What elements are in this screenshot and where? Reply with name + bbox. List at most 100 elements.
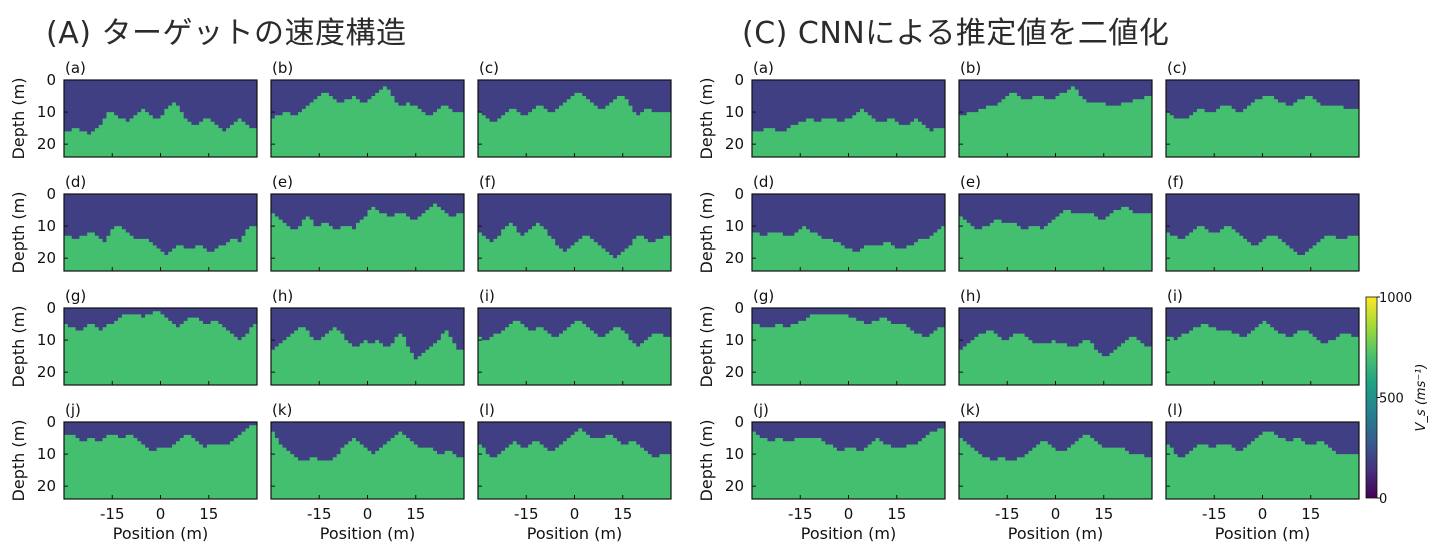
- lower-layer: [959, 330, 1152, 385]
- panel-label: (b): [960, 59, 981, 77]
- x-tick-label: 15: [1094, 505, 1113, 523]
- x-tick-label: 0: [1258, 505, 1268, 523]
- colorbar-gradient: [1365, 296, 1378, 499]
- panel-label: (c): [479, 59, 499, 77]
- lower-layer: [271, 431, 464, 499]
- x-tick-label: -15: [514, 505, 539, 523]
- lower-layer: [271, 86, 464, 157]
- y-tick-label: 20: [37, 135, 56, 153]
- y-tick-label: 10: [37, 217, 56, 235]
- lower-layer: [64, 425, 257, 499]
- y-axis-label: Depth (m): [9, 78, 28, 160]
- panel-a-j: (j) 0 10 20 -15 0 15 Depth (m) Position (m): [9, 401, 258, 543]
- panel-label: (b): [272, 59, 293, 77]
- lower-layer: [1166, 96, 1359, 157]
- panel-a-e: (e): [270, 173, 465, 272]
- y-tick-label: 0: [46, 71, 56, 89]
- x-axis-label: Position (m): [320, 524, 415, 543]
- x-axis-label: Position (m): [527, 524, 622, 543]
- y-tick-label: 0: [46, 299, 56, 317]
- panel-label: (a): [65, 59, 86, 77]
- y-tick-label: 20: [37, 477, 56, 495]
- panel-label: (c): [1167, 59, 1187, 77]
- panel-label: (j): [65, 401, 81, 419]
- y-tick-label: 0: [46, 185, 56, 203]
- x-tick-label: 15: [613, 505, 632, 523]
- lower-layer: [64, 102, 257, 157]
- y-tick-label: 10: [37, 445, 56, 463]
- title-group-a: (A) ターゲットの速度構造: [46, 16, 407, 51]
- y-axis-label: Depth (m): [697, 306, 716, 388]
- panel-label: (e): [272, 173, 293, 191]
- y-tick-label: 20: [37, 249, 56, 267]
- panel-c-c: (c): [1165, 59, 1360, 158]
- lower-layer: [1166, 431, 1359, 499]
- panel-label: (k): [960, 401, 980, 419]
- y-tick-label: 20: [37, 363, 56, 381]
- y-axis-label: Depth (m): [9, 192, 28, 274]
- lower-layer: [478, 428, 671, 499]
- x-tick-label: -15: [995, 505, 1020, 523]
- panel-label: (f): [1167, 173, 1184, 191]
- x-tick-label: -15: [100, 505, 125, 523]
- y-axis-label: Depth (m): [697, 420, 716, 502]
- panel-a-c: (c): [477, 59, 672, 158]
- y-axis-label: Depth (m): [697, 192, 716, 274]
- panel-a-b: (b): [270, 59, 465, 158]
- panel-label: (h): [960, 287, 981, 305]
- panel-label: (h): [272, 287, 293, 305]
- colorbar-tick-label: 500: [1379, 392, 1404, 407]
- panel-label: (k): [272, 401, 292, 419]
- panel-label: (g): [753, 287, 774, 305]
- y-tick-label: 10: [725, 103, 744, 121]
- x-tick-label: 15: [887, 505, 906, 523]
- x-tick-label: -15: [1202, 505, 1227, 523]
- lower-layer: [752, 226, 945, 271]
- panel-label: (l): [479, 401, 495, 419]
- colorbar: 0 500 1000 V_s (ms⁻¹): [1365, 291, 1429, 507]
- panel-c-j: (j) 0 10 20 -15 0 15 Depth (m) Position (m): [697, 401, 946, 543]
- panel-a-d: (d) 0 10 20 Depth (m): [9, 173, 258, 274]
- panel-c-d: (d) 0 10 20 Depth (m): [697, 173, 946, 274]
- y-tick-label: 10: [725, 445, 744, 463]
- panel-a-f: (f): [477, 173, 672, 272]
- panel-a-a: (a) 0 10 20 Depth (m): [9, 59, 258, 160]
- lower-layer: [959, 206, 1152, 271]
- panel-a-i: (i): [477, 287, 672, 386]
- lower-layer: [752, 108, 945, 157]
- panel-c-h: (h): [958, 287, 1153, 386]
- x-tick-label: 15: [406, 505, 425, 523]
- y-tick-label: 20: [725, 477, 744, 495]
- lower-layer: [64, 311, 257, 385]
- panel-label: (j): [753, 401, 769, 419]
- panel-c-a: (a) 0 10 20 Depth (m): [697, 59, 946, 159]
- lower-layer: [1166, 226, 1359, 271]
- lower-layer: [959, 86, 1152, 157]
- panel-c-e: (e): [958, 173, 1153, 272]
- x-tick-label: 0: [156, 505, 166, 523]
- lower-layer: [478, 92, 671, 157]
- y-tick-label: 10: [725, 217, 744, 235]
- panel-label: (l): [1167, 401, 1183, 419]
- x-tick-label: 0: [844, 505, 854, 523]
- lower-layer: [271, 327, 464, 385]
- lower-layer: [478, 222, 671, 271]
- panel-label: (f): [479, 173, 496, 191]
- lower-layer: [64, 226, 257, 271]
- panel-a-h: (h): [270, 287, 465, 386]
- x-tick-label: -15: [307, 505, 332, 523]
- lower-layer: [1166, 320, 1359, 385]
- y-axis-label: Depth (m): [9, 306, 28, 388]
- panel-label: (d): [753, 173, 774, 191]
- colorbar-tick-label: 1000: [1379, 291, 1412, 306]
- x-axis-label: Position (m): [1008, 524, 1103, 543]
- panel-label: (g): [65, 287, 86, 305]
- y-tick-label: 20: [725, 363, 744, 381]
- y-tick-label: 20: [725, 249, 744, 267]
- lower-layer: [752, 314, 945, 385]
- x-tick-label: 0: [363, 505, 373, 523]
- panel-c-i: (i): [1165, 287, 1360, 386]
